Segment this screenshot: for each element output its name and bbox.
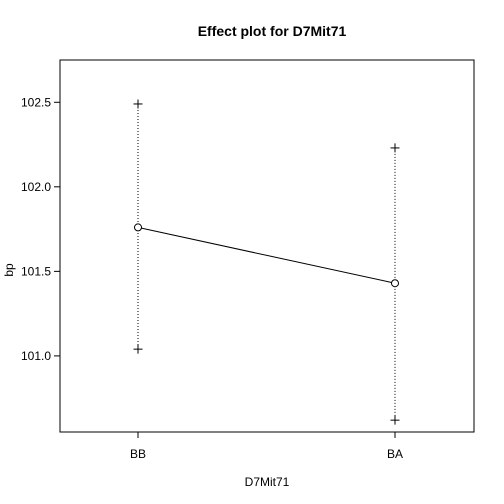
y-tick-label: 101.0	[21, 349, 51, 363]
y-tick-label: 101.5	[21, 264, 51, 278]
estimate-point	[391, 279, 399, 288]
x-tick-label: BB	[130, 447, 146, 461]
x-axis-label: D7Mit71	[245, 475, 290, 489]
effect-series	[133, 99, 400, 425]
x-tick-label: BA	[387, 447, 403, 461]
lower-limit-marker	[133, 344, 143, 354]
estimate-point	[134, 223, 142, 232]
chart-title: Effect plot for D7Mit71	[198, 23, 347, 39]
x-axis: BB BA	[130, 432, 403, 461]
plot-frame	[59, 59, 475, 433]
estimate-line	[141, 227, 392, 283]
upper-limit-marker	[133, 99, 143, 109]
y-tick-label: 102.5	[21, 95, 51, 109]
y-axis-label: bp	[2, 263, 16, 277]
y-tick-label: 102.0	[21, 180, 51, 194]
upper-limit-marker	[390, 143, 400, 153]
y-axis: 101.0 101.5 102.0 102.5	[21, 95, 60, 363]
lower-limit-marker	[390, 415, 400, 425]
